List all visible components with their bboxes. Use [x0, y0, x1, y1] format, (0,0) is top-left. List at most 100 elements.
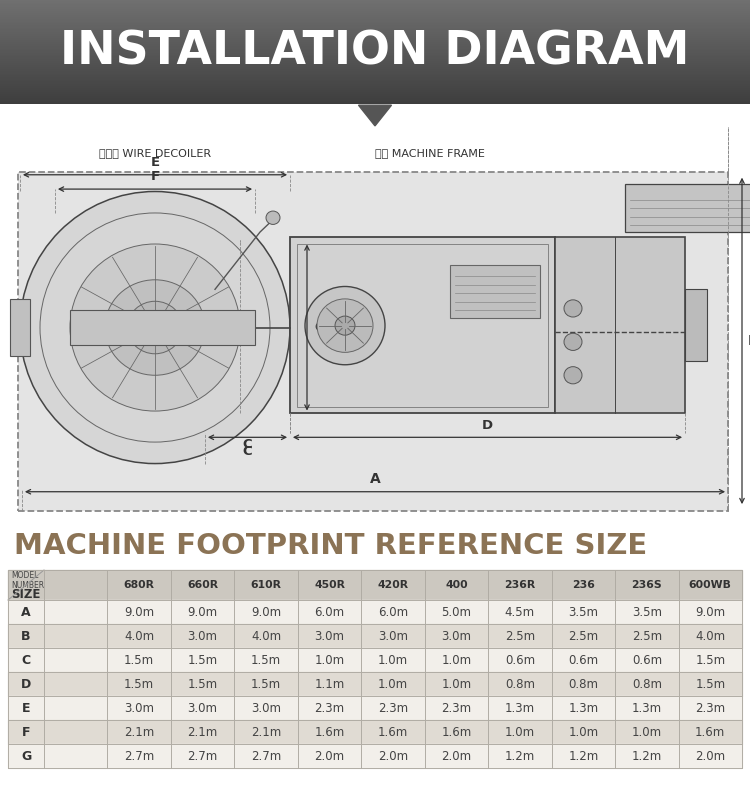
Text: 5.0m: 5.0m — [442, 606, 472, 619]
Text: B: B — [748, 334, 750, 348]
Bar — [0, 9, 750, 10]
Text: 0.6m: 0.6m — [505, 653, 535, 666]
Bar — [0, 41, 750, 42]
Text: F: F — [151, 171, 160, 183]
Bar — [8, 672, 742, 696]
Text: 236R: 236R — [504, 580, 536, 590]
Text: 4.0m: 4.0m — [251, 630, 281, 642]
Bar — [0, 102, 750, 103]
Text: 450R: 450R — [314, 580, 345, 590]
Text: 2.0m: 2.0m — [695, 750, 725, 762]
Bar — [0, 50, 750, 51]
Text: 2.5m: 2.5m — [505, 630, 535, 642]
Bar — [0, 62, 750, 63]
Text: 1.0m: 1.0m — [442, 677, 472, 691]
Text: 0.8m: 0.8m — [568, 677, 598, 691]
Bar — [0, 18, 750, 19]
Text: D: D — [482, 418, 493, 432]
Bar — [0, 47, 750, 48]
Text: 1.3m: 1.3m — [505, 702, 535, 715]
Text: G: G — [21, 750, 31, 762]
Bar — [0, 29, 750, 30]
Bar — [0, 79, 750, 81]
Bar — [0, 11, 750, 12]
Bar — [8, 744, 742, 768]
Ellipse shape — [144, 317, 166, 338]
Text: C: C — [22, 653, 31, 666]
Text: 1.5m: 1.5m — [188, 677, 218, 691]
Text: 3.0m: 3.0m — [124, 702, 154, 715]
Text: B: B — [21, 630, 31, 642]
Bar — [0, 66, 750, 67]
Bar — [0, 38, 750, 39]
Text: 1.2m: 1.2m — [505, 750, 535, 762]
Text: 236: 236 — [572, 580, 595, 590]
Bar — [625, 184, 750, 232]
Bar — [8, 570, 742, 600]
Text: 2.1m: 2.1m — [188, 726, 218, 738]
Text: 機臺 MACHINE FRAME: 機臺 MACHINE FRAME — [375, 148, 485, 158]
Bar — [0, 92, 750, 93]
Text: 9.0m: 9.0m — [124, 606, 154, 619]
Bar — [0, 87, 750, 88]
Ellipse shape — [105, 279, 205, 376]
Bar — [0, 89, 750, 91]
Text: 1.6m: 1.6m — [441, 726, 472, 738]
Bar — [0, 17, 750, 18]
Bar — [0, 101, 750, 102]
Bar — [0, 71, 750, 72]
Bar — [0, 54, 750, 55]
Bar — [0, 57, 750, 58]
Text: 420R: 420R — [377, 580, 409, 590]
Text: 送線架 WIRE DECOILER: 送線架 WIRE DECOILER — [99, 148, 211, 158]
Text: 9.0m: 9.0m — [251, 606, 281, 619]
Text: 9.0m: 9.0m — [695, 606, 725, 619]
Text: 1.5m: 1.5m — [124, 653, 154, 666]
Text: G: G — [314, 321, 325, 334]
Text: C: C — [243, 437, 252, 451]
Text: 400: 400 — [446, 580, 468, 590]
Text: 9.0m: 9.0m — [188, 606, 218, 619]
Bar — [0, 74, 750, 75]
Bar — [0, 10, 750, 11]
Bar — [0, 95, 750, 96]
Bar — [555, 237, 685, 414]
Bar — [0, 103, 750, 104]
Text: 2.3m: 2.3m — [695, 702, 725, 715]
Bar — [0, 75, 750, 76]
Bar — [0, 26, 750, 27]
Bar — [0, 94, 750, 95]
Bar — [0, 6, 750, 7]
Text: 3.5m: 3.5m — [568, 606, 598, 619]
Bar — [0, 58, 750, 59]
Text: 2.3m: 2.3m — [314, 702, 344, 715]
Bar — [0, 12, 750, 13]
Circle shape — [266, 211, 280, 225]
Bar — [0, 53, 750, 54]
Bar — [0, 83, 750, 84]
Bar — [0, 98, 750, 100]
Bar — [0, 51, 750, 52]
Bar — [0, 78, 750, 79]
Text: 1.5m: 1.5m — [251, 677, 281, 691]
Bar — [0, 13, 750, 15]
Bar — [0, 73, 750, 74]
Text: 6.0m: 6.0m — [314, 606, 344, 619]
Text: 1.2m: 1.2m — [568, 750, 598, 762]
Bar — [0, 88, 750, 89]
Bar — [0, 93, 750, 94]
Text: 2.0m: 2.0m — [378, 750, 408, 762]
FancyBboxPatch shape — [18, 172, 728, 511]
Bar — [0, 4, 750, 6]
Bar — [0, 44, 750, 45]
Text: 3.0m: 3.0m — [251, 702, 281, 715]
Bar — [0, 97, 750, 98]
Bar — [0, 77, 750, 78]
Bar — [297, 244, 548, 407]
Text: SIZE: SIZE — [11, 588, 40, 601]
Bar — [0, 40, 750, 41]
Text: 3.0m: 3.0m — [188, 702, 218, 715]
Ellipse shape — [70, 244, 240, 411]
Bar — [0, 67, 750, 68]
Text: A: A — [21, 606, 31, 619]
